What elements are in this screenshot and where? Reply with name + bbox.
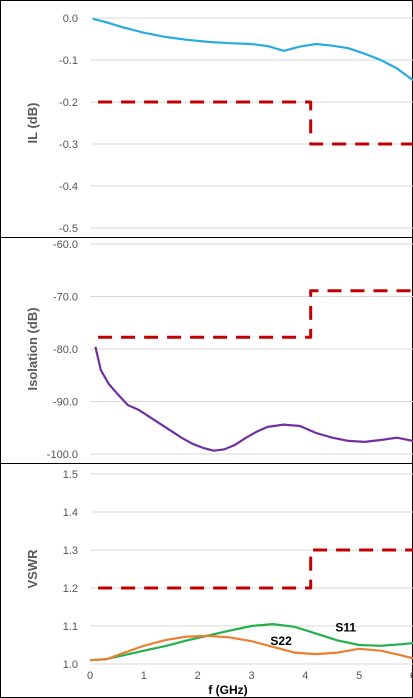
y-tick-label: -0.3 [59, 139, 78, 151]
panel-2: -60.0 -70.0 -80.0 -90.0 -100.0 Isolation (dB) [0, 237, 413, 464]
x-tick-label: 5 [356, 670, 362, 682]
x-tick-label: 3 [248, 670, 254, 682]
y-tick-label: 1.2 [63, 583, 78, 595]
y-tick-label: -90.0 [53, 397, 78, 409]
x-tick-label: 6 [410, 670, 413, 682]
limit-line [98, 289, 413, 339]
x-tick-label: 2 [195, 670, 201, 682]
y-axis-label: IL (dB) [25, 103, 40, 144]
x-axis-label: f (GHz) [208, 683, 247, 697]
panel-3: 1.5 1.4 1.3 1.2 1.1 1.0 VSWR 0 1 2 3 4 5 6 f (GHz) S11 S… [0, 463, 413, 698]
limit-line [98, 548, 413, 590]
limit-line [98, 100, 413, 146]
series-line [92, 17, 413, 82]
y-tick-label: 1.5 [63, 469, 78, 481]
y-tick-label: -70.0 [53, 292, 78, 304]
y-axis-label: Isolation (dB) [25, 307, 40, 390]
series-line-s22 [89, 634, 413, 662]
y-tick-label: 1.0 [63, 659, 78, 671]
y-tick-label: 1.4 [63, 507, 78, 519]
y-tick-label: -80.0 [53, 344, 78, 356]
series-line-s11 [89, 622, 413, 662]
y-tick-label: -60.0 [53, 239, 78, 251]
y-tick-label: -0.1 [59, 55, 78, 67]
panel-1: 0.0 -0.1 -0.2 -0.3 -0.4 -0.5 IL (dB) [0, 0, 413, 238]
y-tick-label: -0.2 [59, 97, 78, 109]
y-tick-label: 0.0 [63, 13, 78, 25]
x-tick-label: 0 [87, 670, 93, 682]
y-tick-label: -0.4 [59, 181, 78, 193]
y-tick-label: -100.0 [47, 449, 78, 461]
y-tick-label: -0.5 [59, 223, 78, 235]
x-tick-label: 4 [302, 670, 308, 682]
series-line [94, 346, 413, 452]
x-tick-label: 1 [141, 670, 147, 682]
annotation-s22: S22 [270, 634, 292, 648]
y-axis-label: VSWR [25, 549, 40, 589]
y-tick-label: 1.3 [63, 545, 78, 557]
annotation-s11: S11 [335, 621, 356, 635]
y-tick-label: 1.1 [63, 621, 78, 633]
panel-frame [0, 0, 413, 238]
